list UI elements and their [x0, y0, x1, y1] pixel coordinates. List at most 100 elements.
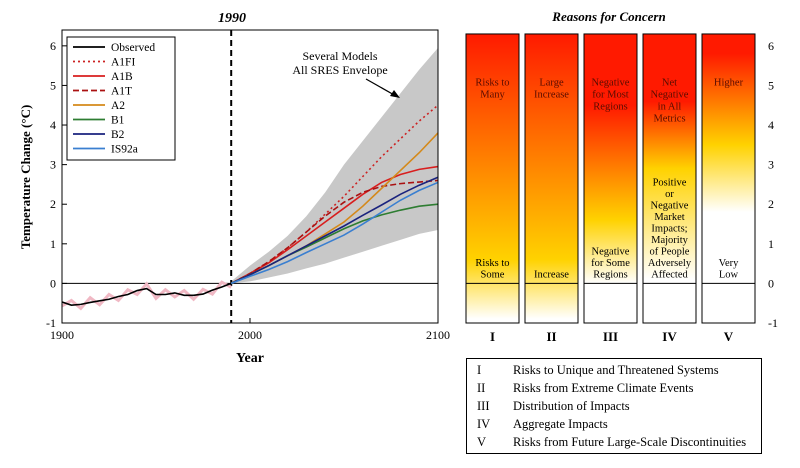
series-line-a1fi — [230, 104, 439, 285]
bar-upper-label: Higher — [714, 77, 744, 88]
x-tick-label: 2000 — [238, 328, 262, 342]
concern-bar-II — [525, 33, 578, 323]
bar-lower-label: for Some — [591, 258, 630, 269]
concern-key-numeral: IV — [477, 417, 491, 431]
legend-label: Observed — [111, 42, 155, 54]
y-tick-label: -1 — [46, 316, 56, 330]
y-axis-label: Temperature Change (°C) — [18, 105, 33, 250]
x-axis-label: Year — [236, 351, 264, 366]
bar-upper-label: Regions — [593, 101, 627, 112]
right-y-tick-label: 5 — [768, 78, 774, 92]
y-tick-label: 2 — [50, 197, 56, 211]
concern-bar-III — [584, 33, 637, 323]
y-tick-label: 6 — [50, 39, 56, 53]
concern-bar-V — [702, 33, 755, 323]
y-tick-label: 5 — [50, 78, 56, 92]
legend-label: IS92a — [111, 144, 138, 156]
y-tick-label: 0 — [50, 276, 56, 290]
right-y-tick-label: 1 — [768, 237, 774, 251]
y-tick-label: 3 — [50, 158, 56, 172]
concern-bar-IV — [643, 33, 696, 323]
legend-label: B2 — [111, 129, 125, 141]
series-line-b2 — [230, 176, 439, 285]
bar-numeral-II: II — [546, 329, 556, 344]
right-y-tick-label: 3 — [768, 158, 774, 172]
concern-key-row: IV Aggregate Impacts — [477, 417, 608, 432]
bar-lower-label: Positive — [653, 177, 687, 188]
bar-lower-label: or — [665, 189, 674, 200]
concern-key-numeral: I — [477, 363, 482, 377]
series-legend: Observed A1FI A1B A1T A2 B1 B2 IS92a — [66, 36, 176, 161]
bar-upper-label: Large — [539, 77, 564, 88]
bar-lower-label: Increase — [534, 269, 569, 280]
bar-lower-label: of People — [650, 246, 690, 257]
legend-label: A1T — [111, 86, 132, 98]
bar-lower-label: Adversely — [648, 258, 692, 269]
x-tick-label: 2100 — [426, 328, 450, 342]
bar-lower-label: Negative — [592, 246, 630, 257]
bar-outline — [465, 33, 520, 324]
bar-numeral-I: I — [490, 329, 495, 344]
bar-lower-label: Market — [654, 212, 684, 223]
bar-outline — [701, 33, 756, 324]
series-line-a1t — [230, 179, 439, 285]
bar-upper-label: Risks to — [475, 77, 509, 88]
x-tick-label: 1900 — [50, 328, 74, 342]
bar-lower-label: Risks to — [475, 258, 509, 269]
concern-key-row: I Risks to Unique and Threatened Systems — [477, 363, 719, 378]
concern-key-row: II Risks from Extreme Climate Events — [477, 381, 694, 396]
series-line-a1b — [230, 165, 439, 285]
bar-upper-label: in All — [658, 101, 682, 112]
bar-lower-label: Negative — [651, 200, 689, 211]
bar-upper-label: Negative — [651, 89, 689, 100]
chart-title-1990: 1990 — [218, 11, 246, 26]
observed-annual-noise — [61, 280, 232, 311]
concern-key-numeral: III — [477, 399, 490, 413]
concern-key-text: Risks from Future Large-Scale Discontinu… — [513, 435, 747, 449]
bar-lower-label: Very — [719, 258, 740, 269]
legend-frame — [66, 36, 176, 161]
concern-key-text: Risks from Extreme Climate Events — [513, 381, 694, 395]
envelope-arrow — [365, 78, 400, 98]
bar-upper-label: Net — [662, 77, 677, 88]
concern-key-box: I Risks to Unique and Threatened Systems … — [466, 358, 762, 454]
sres-envelope — [231, 47, 438, 284]
envelope-annotation-line-1: Several Models — [303, 49, 378, 63]
bar-lower-label: Regions — [593, 269, 627, 280]
reasons-title: Reasons for Concern — [551, 9, 665, 24]
bar-outline — [583, 33, 638, 324]
concern-key-text: Risks to Unique and Threatened Systems — [513, 363, 719, 377]
temperature-line-chart: -1 0 1 2 3 4 5 6 1900 2000 2100 1990 Year Temperat… — [18, 11, 450, 366]
bar-lower-label: Some — [481, 269, 505, 280]
concern-key-row: III Distribution of Impacts — [477, 399, 630, 414]
bar-lower-label: Low — [719, 269, 739, 280]
bar-lower-label: Majority — [651, 235, 688, 246]
bar-outline — [524, 33, 579, 324]
series-line-observed — [61, 282, 232, 306]
bar-numeral-V: V — [724, 329, 734, 344]
bar-outline — [642, 33, 697, 324]
right-y-tick-label: 4 — [768, 118, 774, 132]
bar-upper-label: for Most — [592, 89, 629, 100]
series-line-is92a — [230, 181, 439, 285]
concern-bar-I — [466, 33, 519, 323]
legend-label: B1 — [111, 115, 125, 127]
right-y-tick-label: 0 — [768, 276, 774, 290]
y-tick-label: 1 — [50, 237, 56, 251]
bar-numeral-IV: IV — [662, 329, 677, 344]
bar-numeral-III: III — [603, 329, 618, 344]
legend-label: A2 — [111, 100, 125, 112]
right-y-tick-label: 6 — [768, 39, 774, 53]
concern-key-numeral: V — [477, 435, 487, 449]
bar-lower-label: Affected — [651, 269, 688, 280]
bar-upper-label: Increase — [534, 89, 569, 100]
bar-upper-label: Metrics — [653, 113, 685, 124]
concern-key-row: V Risks from Future Large-Scale Discontin… — [477, 435, 746, 450]
envelope-annotation-line-2: All SRES Envelope — [292, 63, 387, 77]
right-y-tick-label: -1 — [768, 316, 778, 330]
concern-key-numeral: II — [477, 381, 486, 395]
concern-key-text: Aggregate Impacts — [513, 417, 608, 431]
bar-upper-label: Many — [480, 89, 505, 100]
